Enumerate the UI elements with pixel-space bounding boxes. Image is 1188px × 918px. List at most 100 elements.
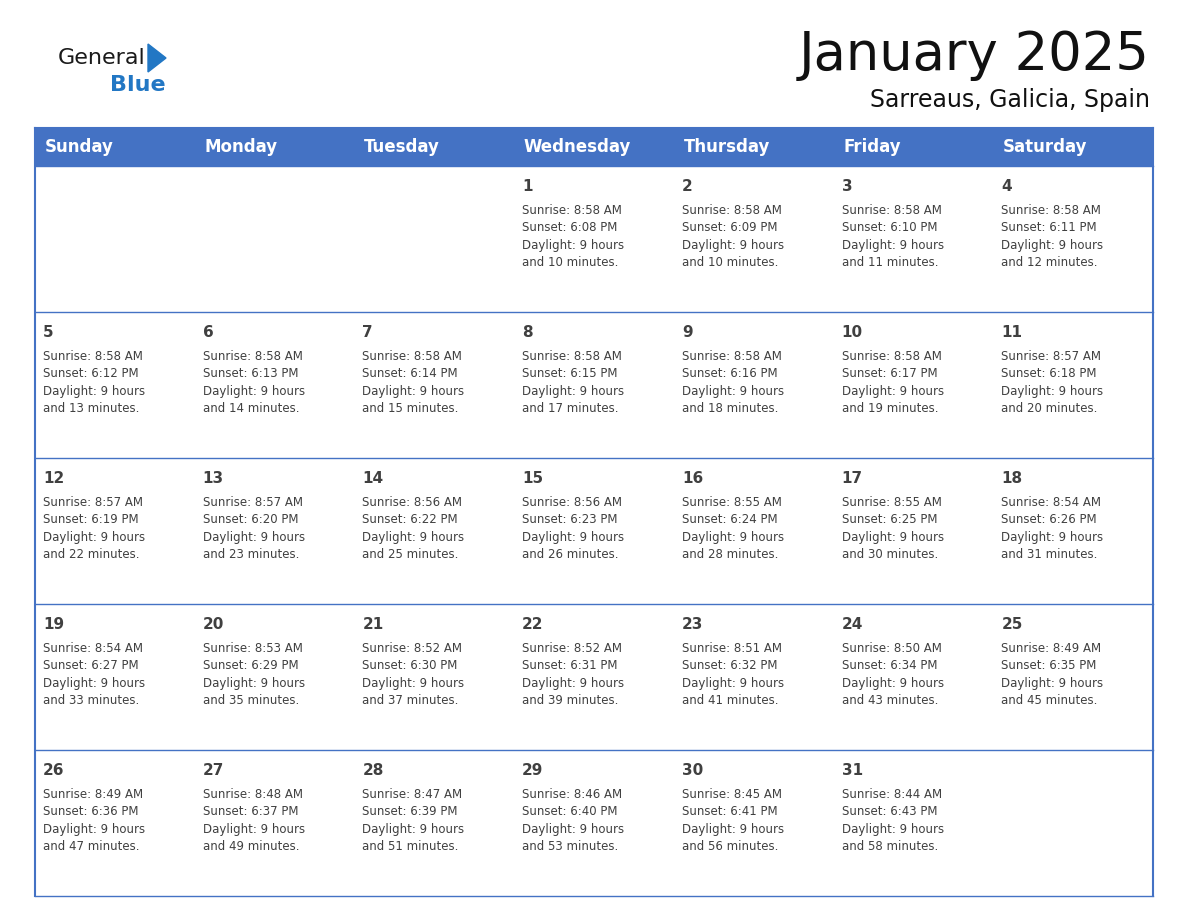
Bar [354,166,514,312]
Bar [993,166,1154,312]
Text: Blue: Blue [110,75,165,95]
Text: Monday: Monday [204,138,278,156]
Text: Sunrise: 8:58 AM
Sunset: 6:11 PM
Daylight: 9 hours
and 12 minutes.: Sunrise: 8:58 AM Sunset: 6:11 PM Dayligh… [1001,204,1104,270]
Text: Sunrise: 8:47 AM
Sunset: 6:39 PM
Daylight: 9 hours
and 51 minutes.: Sunrise: 8:47 AM Sunset: 6:39 PM Dayligh… [362,788,465,854]
Text: 11: 11 [1001,325,1022,341]
Bar [34,604,195,750]
Text: Sunrise: 8:51 AM
Sunset: 6:32 PM
Daylight: 9 hours
and 41 minutes.: Sunrise: 8:51 AM Sunset: 6:32 PM Dayligh… [682,642,784,708]
Bar [195,312,354,458]
Bar [34,166,195,312]
Text: 24: 24 [841,617,862,633]
Text: Sunrise: 8:46 AM
Sunset: 6:40 PM
Daylight: 9 hours
and 53 minutes.: Sunrise: 8:46 AM Sunset: 6:40 PM Dayligh… [523,788,624,854]
Text: 13: 13 [203,471,223,487]
Text: Tuesday: Tuesday [364,138,440,156]
Text: Sunrise: 8:48 AM
Sunset: 6:37 PM
Daylight: 9 hours
and 49 minutes.: Sunrise: 8:48 AM Sunset: 6:37 PM Dayligh… [203,788,305,854]
Text: 18: 18 [1001,471,1023,487]
Text: Wednesday: Wednesday [524,138,631,156]
Text: 27: 27 [203,763,225,778]
Text: Sunrise: 8:58 AM
Sunset: 6:14 PM
Daylight: 9 hours
and 15 minutes.: Sunrise: 8:58 AM Sunset: 6:14 PM Dayligh… [362,350,465,416]
Text: 16: 16 [682,471,703,487]
Text: 29: 29 [523,763,543,778]
Text: 1: 1 [523,179,532,194]
Text: 4: 4 [1001,179,1012,194]
Text: 14: 14 [362,471,384,487]
Text: 22: 22 [523,617,544,633]
Text: 31: 31 [841,763,862,778]
Text: 26: 26 [43,763,64,778]
Text: 23: 23 [682,617,703,633]
Bar [195,458,354,604]
Text: 5: 5 [43,325,53,341]
Bar [834,750,993,896]
Bar [354,458,514,604]
Bar [195,604,354,750]
Text: 10: 10 [841,325,862,341]
Bar [993,604,1154,750]
Bar [834,604,993,750]
Text: Sunrise: 8:45 AM
Sunset: 6:41 PM
Daylight: 9 hours
and 56 minutes.: Sunrise: 8:45 AM Sunset: 6:41 PM Dayligh… [682,788,784,854]
Text: Sunrise: 8:58 AM
Sunset: 6:15 PM
Daylight: 9 hours
and 17 minutes.: Sunrise: 8:58 AM Sunset: 6:15 PM Dayligh… [523,350,624,416]
Text: Sunrise: 8:58 AM
Sunset: 6:16 PM
Daylight: 9 hours
and 18 minutes.: Sunrise: 8:58 AM Sunset: 6:16 PM Dayligh… [682,350,784,416]
Text: 6: 6 [203,325,214,341]
Text: Sunrise: 8:58 AM
Sunset: 6:17 PM
Daylight: 9 hours
and 19 minutes.: Sunrise: 8:58 AM Sunset: 6:17 PM Dayligh… [841,350,943,416]
Text: Sunrise: 8:52 AM
Sunset: 6:30 PM
Daylight: 9 hours
and 37 minutes.: Sunrise: 8:52 AM Sunset: 6:30 PM Dayligh… [362,642,465,708]
Text: Sunrise: 8:49 AM
Sunset: 6:35 PM
Daylight: 9 hours
and 45 minutes.: Sunrise: 8:49 AM Sunset: 6:35 PM Dayligh… [1001,642,1104,708]
Text: Sunday: Sunday [45,138,114,156]
Text: Sunrise: 8:58 AM
Sunset: 6:10 PM
Daylight: 9 hours
and 11 minutes.: Sunrise: 8:58 AM Sunset: 6:10 PM Dayligh… [841,204,943,270]
Bar [514,604,674,750]
Bar [834,458,993,604]
Text: 7: 7 [362,325,373,341]
Text: 3: 3 [841,179,852,194]
Text: Sunrise: 8:57 AM
Sunset: 6:19 PM
Daylight: 9 hours
and 22 minutes.: Sunrise: 8:57 AM Sunset: 6:19 PM Dayligh… [43,496,145,562]
Polygon shape [148,44,166,72]
Text: 9: 9 [682,325,693,341]
Text: 2: 2 [682,179,693,194]
Bar [354,604,514,750]
Text: Sunrise: 8:58 AM
Sunset: 6:09 PM
Daylight: 9 hours
and 10 minutes.: Sunrise: 8:58 AM Sunset: 6:09 PM Dayligh… [682,204,784,270]
Text: 21: 21 [362,617,384,633]
Text: 30: 30 [682,763,703,778]
Bar [993,458,1154,604]
Text: Sunrise: 8:56 AM
Sunset: 6:22 PM
Daylight: 9 hours
and 25 minutes.: Sunrise: 8:56 AM Sunset: 6:22 PM Dayligh… [362,496,465,562]
Bar [993,312,1154,458]
Text: 8: 8 [523,325,532,341]
Bar [354,750,514,896]
Bar [195,166,354,312]
Bar [34,458,195,604]
Bar [834,166,993,312]
Text: 15: 15 [523,471,543,487]
Bar [674,604,834,750]
Text: Sunrise: 8:44 AM
Sunset: 6:43 PM
Daylight: 9 hours
and 58 minutes.: Sunrise: 8:44 AM Sunset: 6:43 PM Dayligh… [841,788,943,854]
Bar [354,312,514,458]
Text: Sarreaus, Galicia, Spain: Sarreaus, Galicia, Spain [870,88,1150,112]
Bar [834,312,993,458]
Text: Sunrise: 8:54 AM
Sunset: 6:27 PM
Daylight: 9 hours
and 33 minutes.: Sunrise: 8:54 AM Sunset: 6:27 PM Dayligh… [43,642,145,708]
Bar [195,750,354,896]
Text: Sunrise: 8:55 AM
Sunset: 6:25 PM
Daylight: 9 hours
and 30 minutes.: Sunrise: 8:55 AM Sunset: 6:25 PM Dayligh… [841,496,943,562]
Text: Sunrise: 8:52 AM
Sunset: 6:31 PM
Daylight: 9 hours
and 39 minutes.: Sunrise: 8:52 AM Sunset: 6:31 PM Dayligh… [523,642,624,708]
Bar [674,750,834,896]
Bar [993,750,1154,896]
Text: 17: 17 [841,471,862,487]
Text: General: General [58,48,146,68]
Bar [34,128,1154,166]
Text: Sunrise: 8:58 AM
Sunset: 6:13 PM
Daylight: 9 hours
and 14 minutes.: Sunrise: 8:58 AM Sunset: 6:13 PM Dayligh… [203,350,305,416]
Bar [514,458,674,604]
Text: Sunrise: 8:55 AM
Sunset: 6:24 PM
Daylight: 9 hours
and 28 minutes.: Sunrise: 8:55 AM Sunset: 6:24 PM Dayligh… [682,496,784,562]
Bar [674,458,834,604]
Text: Sunrise: 8:56 AM
Sunset: 6:23 PM
Daylight: 9 hours
and 26 minutes.: Sunrise: 8:56 AM Sunset: 6:23 PM Dayligh… [523,496,624,562]
Text: Sunrise: 8:49 AM
Sunset: 6:36 PM
Daylight: 9 hours
and 47 minutes.: Sunrise: 8:49 AM Sunset: 6:36 PM Dayligh… [43,788,145,854]
Text: Sunrise: 8:57 AM
Sunset: 6:20 PM
Daylight: 9 hours
and 23 minutes.: Sunrise: 8:57 AM Sunset: 6:20 PM Dayligh… [203,496,305,562]
Text: Sunrise: 8:58 AM
Sunset: 6:08 PM
Daylight: 9 hours
and 10 minutes.: Sunrise: 8:58 AM Sunset: 6:08 PM Dayligh… [523,204,624,270]
Bar [514,166,674,312]
Text: Thursday: Thursday [683,138,770,156]
Bar [514,312,674,458]
Bar [674,312,834,458]
Text: Sunrise: 8:53 AM
Sunset: 6:29 PM
Daylight: 9 hours
and 35 minutes.: Sunrise: 8:53 AM Sunset: 6:29 PM Dayligh… [203,642,305,708]
Bar [514,750,674,896]
Text: 12: 12 [43,471,64,487]
Text: Sunrise: 8:58 AM
Sunset: 6:12 PM
Daylight: 9 hours
and 13 minutes.: Sunrise: 8:58 AM Sunset: 6:12 PM Dayligh… [43,350,145,416]
Bar [34,750,195,896]
Text: 25: 25 [1001,617,1023,633]
Text: Sunrise: 8:50 AM
Sunset: 6:34 PM
Daylight: 9 hours
and 43 minutes.: Sunrise: 8:50 AM Sunset: 6:34 PM Dayligh… [841,642,943,708]
